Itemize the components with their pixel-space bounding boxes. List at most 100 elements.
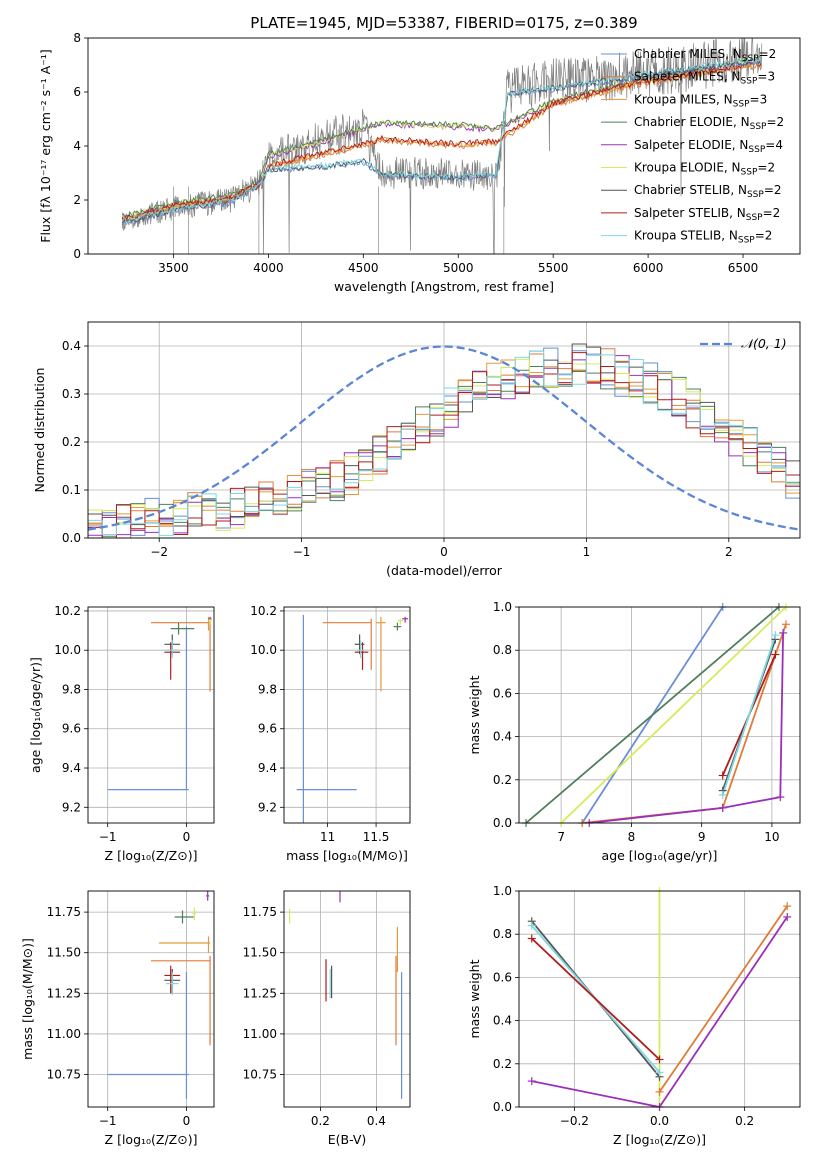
x-tick-label: 4000: [253, 261, 284, 275]
legend: Chabrier MILES, NSSP=2 Salpeter MILES, NS…: [601, 47, 784, 246]
y-tick-label: 0.0: [493, 1100, 512, 1114]
legend-label: Chabrier ELODIE, NSSP=2: [634, 115, 784, 132]
y-tick-label: 9.4: [258, 761, 277, 775]
legend-label: Salpeter MILES, NSSP=3: [634, 70, 775, 87]
y-tick-label: 11.50: [47, 946, 81, 960]
y-tick-label: 0.2: [493, 773, 512, 787]
y-tick-label: 11.25: [243, 986, 277, 1000]
y-tick-label: 0.6: [493, 970, 512, 984]
legend-label: Chabrier STELIB, NSSP=2: [634, 183, 782, 200]
x-tick-label: 4500: [348, 261, 379, 275]
weight-line: [531, 937, 661, 1061]
y-tick-label: 6: [73, 85, 81, 99]
panel-weight-vs-Z: −0.2 0.0 0.2 0.0 0.2 0.4 0.6 0.8 1.0 Z [log₁₀(Z/Z…: [467, 884, 801, 1147]
x-tick-label: 7: [557, 830, 565, 844]
plot-area: [121, 38, 763, 254]
x-tick-label: 0: [440, 545, 448, 559]
y-tick-label: 0.1: [62, 483, 81, 497]
x-tick-label: 9: [698, 830, 706, 844]
axes-frame: [87, 606, 215, 824]
y-tick-label: 0.8: [493, 927, 512, 941]
x-tick-label: 11.5: [363, 830, 390, 844]
x-tick-label: 8: [628, 830, 636, 844]
y-tick-label: 0.6: [493, 686, 512, 700]
y-tick-label: 10.0: [250, 643, 277, 657]
plot-area: [107, 616, 212, 791]
panel-weight-vs-age: 7 8 9 10 0.0 0.2 0.4 0.6 0.8 1.0 age [log₁₀(age/yr…: [467, 600, 801, 863]
x-axis-label: wavelength [Angstrom, rest frame]: [334, 279, 554, 294]
x-tick-label: −2: [150, 545, 168, 559]
weight-line: [560, 607, 787, 823]
y-tick-label: 10.2: [250, 604, 277, 618]
weight-line: [531, 916, 788, 1107]
x-tick-label: 11: [320, 830, 335, 844]
x-axis-label: E(B-V): [328, 1132, 367, 1147]
x-tick-label: 0.2: [311, 1114, 330, 1128]
y-tick-label: 2: [73, 193, 81, 207]
plot-area: [296, 614, 409, 823]
legend-label: Salpeter STELIB, NSSP=2: [634, 206, 780, 223]
y-tick-label: 0.4: [62, 339, 81, 353]
y-tick-label: 1.0: [493, 884, 512, 898]
y-tick-label: 10.2: [54, 604, 81, 618]
y-axis-label: mass weight: [467, 675, 482, 754]
y-tick-label: 4: [73, 139, 81, 153]
y-tick-label: 0.4: [493, 730, 512, 744]
x-axis-label: Z [log₁₀(Z/Z⊙)]: [105, 1132, 198, 1147]
y-tick-label: 0.2: [62, 435, 81, 449]
x-tick-label: 2: [725, 545, 733, 559]
y-tick-label: 10.75: [47, 1068, 81, 1082]
histogram-step: [88, 358, 800, 531]
y-tick-label: 9.8: [62, 682, 81, 696]
data-spectrum: [121, 38, 763, 254]
x-tick-label: 0.2: [735, 1114, 754, 1128]
axes-frame: [87, 37, 801, 255]
weight-line: [721, 634, 777, 796]
x-tick-label: 0: [183, 830, 191, 844]
x-tick-label: 0.0: [650, 1114, 669, 1128]
y-axis-label: mass [log₁₀(M/M⊙)]: [20, 938, 35, 1060]
y-tick-label: 10.0: [54, 643, 81, 657]
x-axis-label: age [log₁₀(age/yr)]: [602, 848, 718, 863]
x-tick-label: 0: [183, 1114, 191, 1128]
x-tick-label: 5000: [443, 261, 474, 275]
legend-label: Kroupa MILES, NSSP=3: [634, 92, 767, 109]
y-tick-label: 11.25: [47, 986, 81, 1000]
y-tick-label: 8: [73, 31, 81, 45]
y-tick-label: 0.3: [62, 387, 81, 401]
y-tick-label: 9.6: [62, 722, 81, 736]
figure-title: PLATE=1945, MJD=53387, FIBERID=0175, z=0…: [250, 14, 637, 32]
y-tick-label: 11.00: [243, 1027, 277, 1041]
legend-label: Kroupa ELODIE, NSSP=2: [634, 161, 775, 178]
weight-line: [582, 624, 787, 823]
plot-area: [289, 891, 403, 1099]
y-axis-label: mass weight: [467, 959, 482, 1038]
y-tick-label: 0.2: [493, 1057, 512, 1071]
y-tick-label: 9.4: [62, 761, 81, 775]
x-tick-label: −0.2: [560, 1114, 589, 1128]
x-tick-label: −1: [293, 545, 311, 559]
axes-frame: [87, 890, 215, 1108]
axes-frame: [518, 890, 801, 1108]
plot-area: [88, 343, 800, 538]
x-tick-label: 3500: [158, 261, 189, 275]
y-tick-label: 0.4: [493, 1014, 512, 1028]
legend-label: Chabrier MILES, NSSP=2: [634, 47, 776, 64]
weight-line: [525, 607, 780, 823]
x-axis-label: Z [log₁₀(Z/Z⊙)]: [613, 1132, 706, 1147]
y-tick-label: 1.0: [493, 600, 512, 614]
x-axis-label: (data-model)/error: [386, 563, 503, 578]
y-tick-label: 11.50: [243, 946, 277, 960]
y-tick-label: 11.75: [47, 905, 81, 919]
plot-area: [525, 607, 787, 823]
model-line: [121, 59, 762, 223]
y-tick-label: 0.0: [62, 531, 81, 545]
model-line: [121, 57, 763, 225]
axes-frame: [283, 606, 411, 824]
panel-mass-vs-EBV: 0.2 0.4 10.75 11.00 11.25 11.50 11.75 E(B-V): [243, 890, 411, 1147]
legend-label: Kroupa STELIB, NSSP=2: [634, 229, 772, 246]
x-axis-label: mass [log₁₀(M/M⊙)]: [286, 848, 408, 863]
x-tick-label: 6000: [633, 261, 664, 275]
y-tick-label: 9.8: [258, 682, 277, 696]
